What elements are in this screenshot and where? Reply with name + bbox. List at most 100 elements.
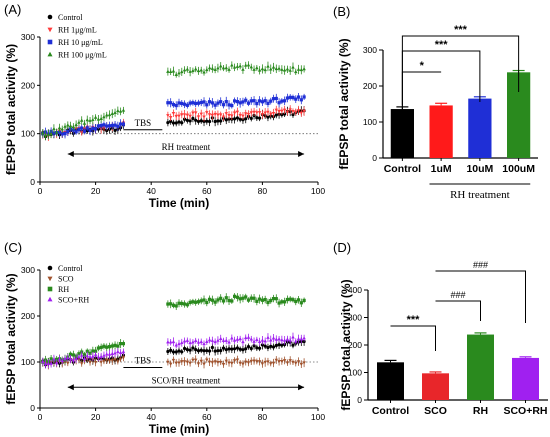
data-point xyxy=(177,71,181,75)
data-point xyxy=(299,362,304,367)
data-point xyxy=(271,361,276,365)
data-point xyxy=(227,340,231,344)
data-point xyxy=(246,361,251,365)
data-point xyxy=(232,111,237,115)
data-point xyxy=(182,113,187,117)
data-point xyxy=(185,103,189,107)
data-point xyxy=(182,339,187,343)
data-point xyxy=(238,336,242,341)
data-point xyxy=(221,103,226,107)
data-point xyxy=(294,339,298,343)
data-point xyxy=(246,112,251,117)
data-point xyxy=(266,115,270,119)
data-point xyxy=(107,359,112,363)
data-point xyxy=(166,69,170,73)
data-point xyxy=(260,338,265,342)
data-point xyxy=(285,110,290,115)
data-point xyxy=(277,360,281,364)
data-point xyxy=(177,114,181,118)
data-point xyxy=(96,124,100,128)
data-point xyxy=(233,294,237,298)
legend-label: Control xyxy=(58,13,83,22)
data-point xyxy=(241,296,245,300)
data-point xyxy=(166,114,170,118)
data-point xyxy=(41,359,45,363)
data-point xyxy=(302,339,306,344)
data-point xyxy=(52,357,56,361)
data-point xyxy=(177,361,181,365)
data-point xyxy=(82,129,87,133)
data-point xyxy=(174,114,178,119)
data-point xyxy=(199,299,203,303)
data-point xyxy=(271,296,276,301)
data-point xyxy=(79,118,84,122)
data-point xyxy=(230,63,234,67)
data-point xyxy=(230,347,234,351)
data-point xyxy=(105,128,109,133)
arrow-head-right xyxy=(298,384,305,391)
data-point xyxy=(205,358,209,362)
data-point xyxy=(202,100,206,104)
data-point xyxy=(54,360,59,365)
data-point xyxy=(193,111,198,115)
data-point xyxy=(88,118,92,122)
data-point xyxy=(235,100,239,104)
data-point xyxy=(191,101,195,105)
y-tick-label: 100 xyxy=(363,117,377,127)
data-point xyxy=(243,335,248,340)
data-point xyxy=(216,101,220,105)
data-point xyxy=(182,346,187,351)
panel-label-a: (A) xyxy=(4,2,21,17)
x-tick-label: 20 xyxy=(91,186,101,196)
data-point xyxy=(255,116,259,120)
data-point xyxy=(174,121,178,125)
category-label: SCO+RH xyxy=(503,405,547,417)
data-point xyxy=(118,109,123,113)
data-point xyxy=(180,350,184,354)
data-point xyxy=(224,359,229,363)
data-point xyxy=(260,100,264,104)
data-point xyxy=(296,298,301,302)
data-point xyxy=(216,360,220,365)
panel-d-bar-chart: 0 100 200 300 400 Control SCO RH SCO+RH *** ### ###… xyxy=(339,260,548,417)
data-point xyxy=(241,348,245,352)
data-point xyxy=(296,109,301,113)
data-point xyxy=(271,111,276,116)
data-point xyxy=(82,353,87,357)
data-point xyxy=(282,338,287,342)
data-point xyxy=(277,101,281,105)
data-point xyxy=(255,346,259,350)
data-point xyxy=(260,343,264,347)
data-point xyxy=(113,351,117,355)
data-point xyxy=(210,361,215,365)
data-point xyxy=(66,361,70,366)
data-point xyxy=(233,347,237,351)
data-point xyxy=(291,65,295,69)
data-point xyxy=(118,350,123,355)
data-point xyxy=(299,98,303,102)
data-point xyxy=(104,358,109,362)
data-point xyxy=(180,121,184,125)
data-point xyxy=(302,298,306,302)
data-point xyxy=(46,132,51,136)
data-point xyxy=(288,359,292,363)
data-point xyxy=(282,359,287,363)
data-point xyxy=(110,359,115,363)
data-point xyxy=(266,300,270,305)
data-point xyxy=(252,344,256,348)
data-point xyxy=(227,361,231,365)
data-point xyxy=(116,108,120,113)
significance-bracket xyxy=(435,300,481,321)
data-point xyxy=(180,69,184,74)
x-tick-label: 0 xyxy=(38,186,43,196)
data-point xyxy=(227,298,231,303)
data-point xyxy=(180,301,184,306)
data-point xyxy=(88,128,92,133)
data-point xyxy=(188,119,192,123)
data-point xyxy=(91,117,95,122)
category-label: 100uM xyxy=(502,163,535,175)
data-point xyxy=(232,359,237,363)
data-point xyxy=(283,300,287,304)
data-point xyxy=(224,112,229,116)
treatment-label: SCO/RH treatment xyxy=(152,375,221,385)
